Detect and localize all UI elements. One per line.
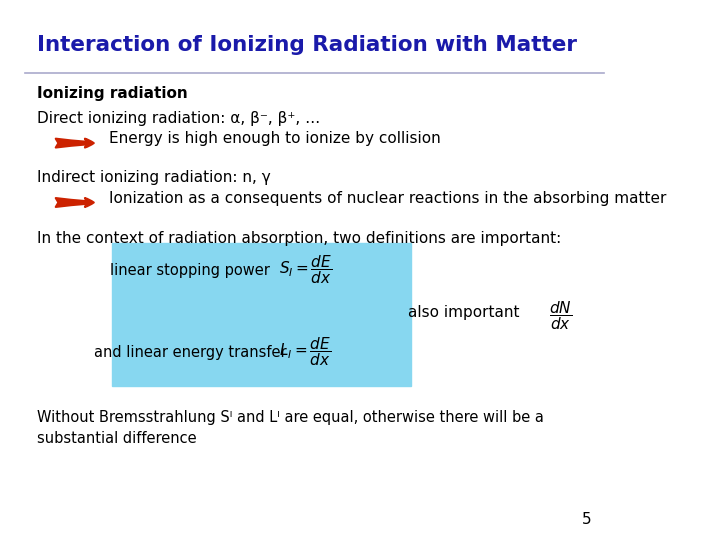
Text: Direct ionizing radiation: α, β⁻, β⁺, …: Direct ionizing radiation: α, β⁻, β⁺, … [37,111,320,126]
Text: $L_I = \dfrac{dE}{dx}$: $L_I = \dfrac{dE}{dx}$ [279,336,331,368]
Text: Without Bremsstrahlung Sᴵ and Lᴵ are equal, otherwise there will be a
substantia: Without Bremsstrahlung Sᴵ and Lᴵ are equ… [37,410,544,447]
Text: $S_I = \dfrac{dE}{dx}$: $S_I = \dfrac{dE}{dx}$ [279,254,332,286]
Text: Indirect ionizing radiation: n, γ: Indirect ionizing radiation: n, γ [37,170,271,185]
Text: Ionizing radiation: Ionizing radiation [37,86,188,102]
Text: and linear energy transfer: and linear energy transfer [94,345,287,360]
Text: In the context of radiation absorption, two definitions are important:: In the context of radiation absorption, … [37,231,562,246]
Text: Ionization as a consequents of nuclear reactions in the absorbing matter: Ionization as a consequents of nuclear r… [109,191,667,206]
Text: 5: 5 [582,511,592,526]
Text: $\dfrac{dN}{dx}$: $\dfrac{dN}{dx}$ [549,300,572,332]
Text: also important: also important [408,305,520,320]
Text: Interaction of Ionizing Radiation with Matter: Interaction of Ionizing Radiation with M… [37,35,577,55]
FancyBboxPatch shape [112,243,411,386]
Text: linear stopping power: linear stopping power [110,262,270,278]
Text: Energy is high enough to ionize by collision: Energy is high enough to ionize by colli… [109,131,441,146]
